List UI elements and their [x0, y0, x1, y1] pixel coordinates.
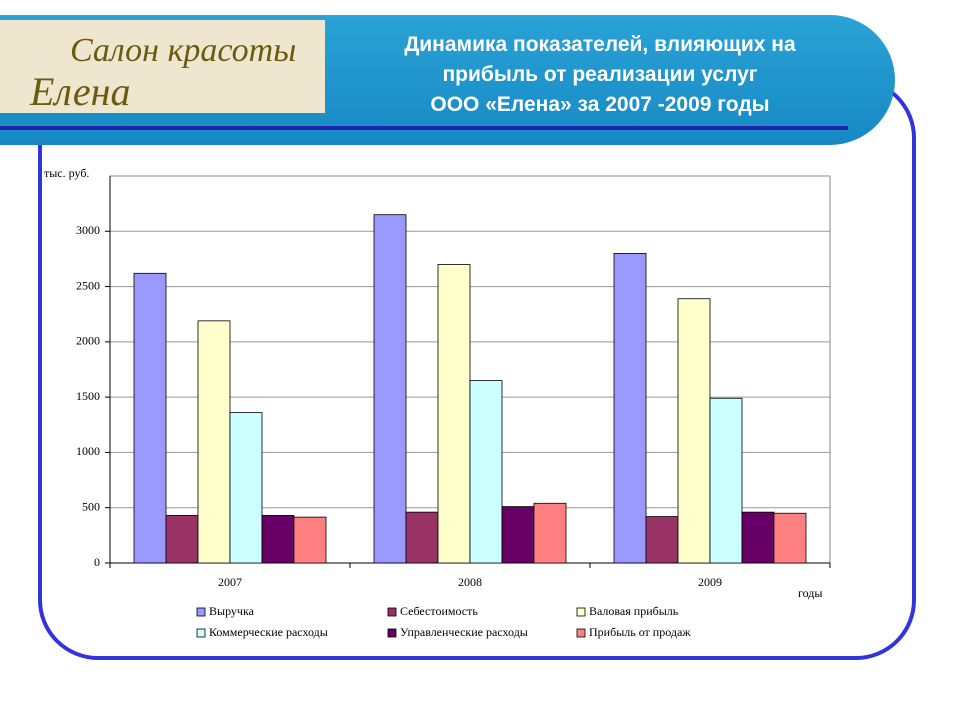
- bar: [645, 516, 679, 564]
- y-tick-label: 1000: [76, 444, 100, 458]
- legend-swatch: [196, 628, 206, 638]
- y-tick-label: 1500: [76, 389, 100, 403]
- logo: Салон красоты Елена: [0, 20, 325, 114]
- bar: [165, 515, 199, 564]
- y-tick-label: 500: [82, 499, 100, 513]
- y-axis-label: тыс. руб.: [44, 166, 89, 180]
- bar: [373, 214, 407, 564]
- bar: [773, 512, 807, 564]
- bar: [133, 272, 167, 564]
- bar: [613, 252, 647, 564]
- bar: [741, 511, 775, 564]
- bar: [229, 412, 263, 564]
- legend-label: Валовая прибыль: [589, 604, 679, 618]
- bar: [501, 506, 535, 564]
- x-axis-label: годы: [798, 586, 822, 600]
- y-tick-label: 2500: [76, 278, 100, 292]
- bar: [261, 515, 295, 564]
- x-tick-label: 2009: [698, 575, 722, 589]
- legend-swatch: [387, 607, 397, 617]
- y-tick-label: 3000: [76, 223, 100, 237]
- bar: [197, 320, 231, 564]
- chart-title: Динамика показателей, влияющих на прибыл…: [404, 33, 796, 116]
- bar: [469, 380, 503, 564]
- header-rule: [0, 126, 848, 130]
- legend-swatch: [387, 628, 397, 638]
- bar: [533, 502, 567, 564]
- legend-label: Прибыль от продаж: [589, 625, 691, 639]
- legend-label: Себестоимость: [400, 604, 478, 618]
- bar: [405, 511, 439, 564]
- bar: [437, 264, 471, 564]
- legend-label: Коммерческие расходы: [209, 625, 328, 639]
- logo-text: Салон красоты: [70, 32, 297, 69]
- bar: [293, 516, 327, 564]
- x-tick-label: 2008: [458, 575, 482, 589]
- y-tick-label: 0: [94, 555, 100, 569]
- bar: [709, 397, 743, 564]
- legend-swatch: [576, 628, 586, 638]
- logo-text: Елена: [30, 69, 131, 114]
- x-tick-label: 2007: [218, 575, 242, 589]
- legend-swatch: [576, 607, 586, 617]
- legend-swatch: [196, 607, 206, 617]
- legend-label: Управленческие расходы: [400, 625, 528, 639]
- bar: [677, 298, 711, 564]
- y-tick-label: 2000: [76, 334, 100, 348]
- legend-label: Выручка: [209, 604, 255, 618]
